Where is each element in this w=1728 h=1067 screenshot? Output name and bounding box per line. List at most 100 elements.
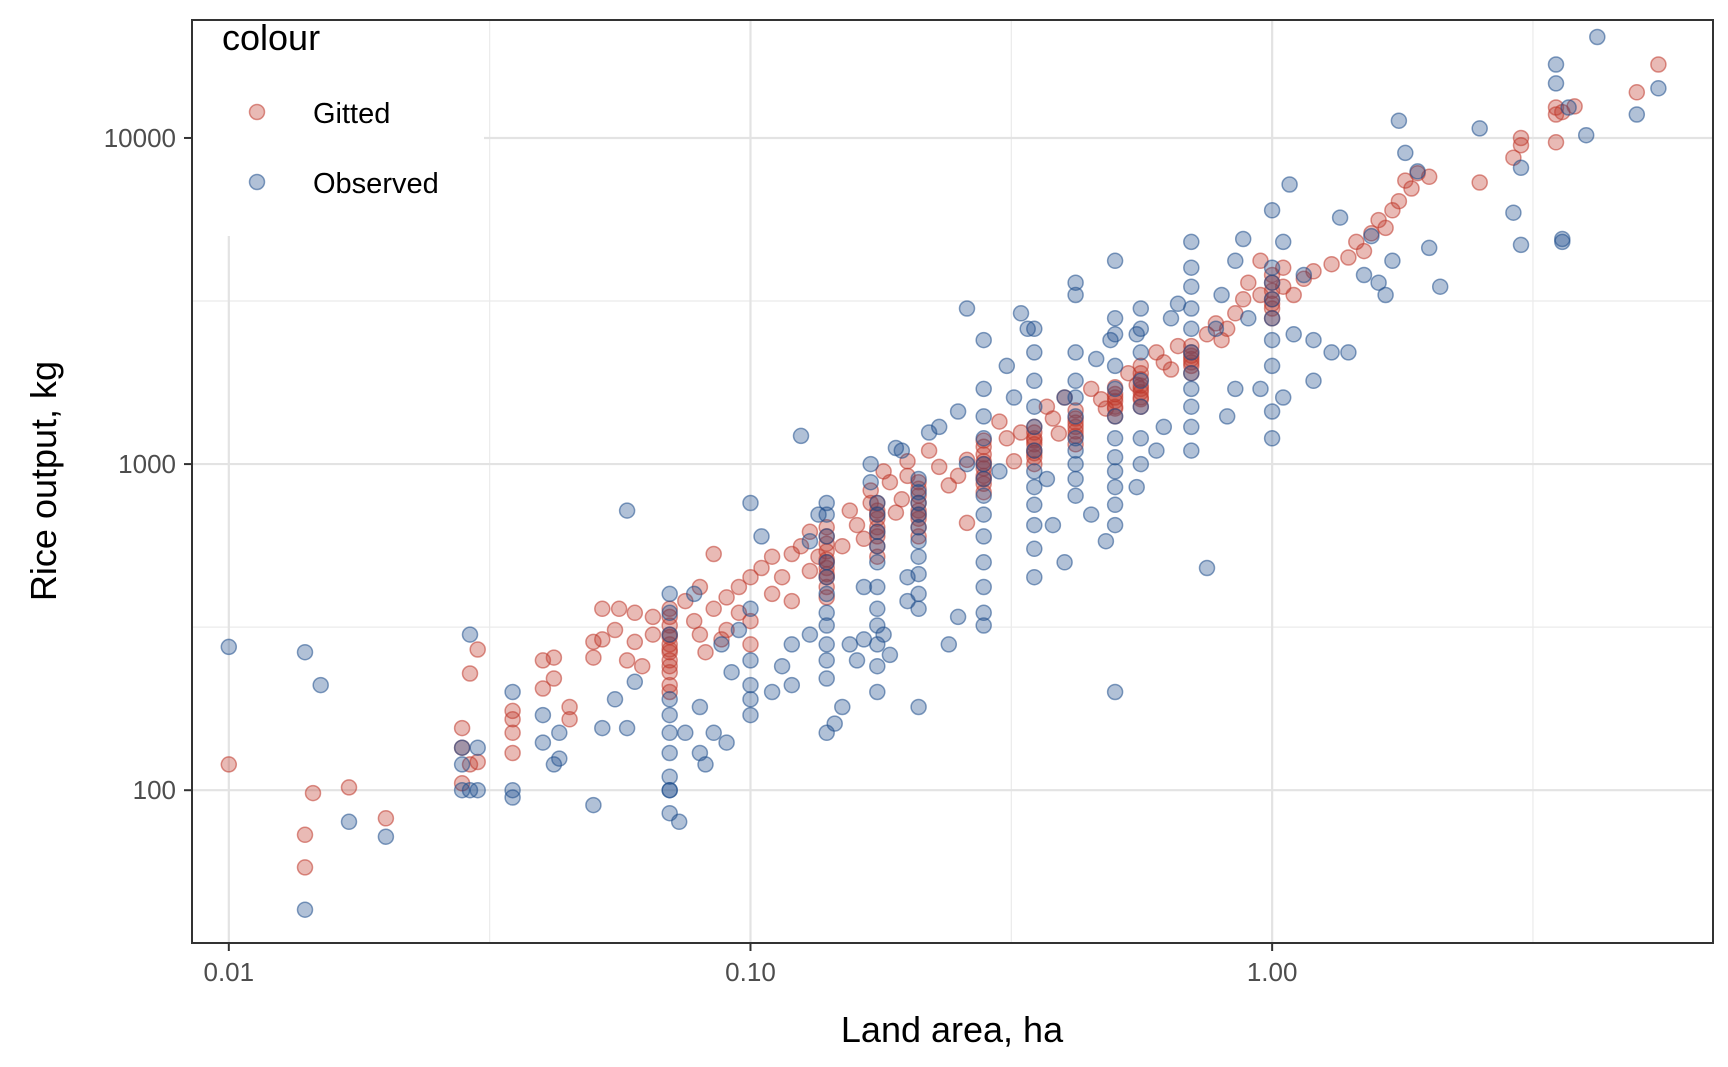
- x-axis-ticks: 0.01 0.10 1.00: [204, 943, 1297, 987]
- point-gitted: [1240, 274, 1257, 291]
- point-observed: [1305, 372, 1322, 390]
- point-observed: [1240, 310, 1257, 327]
- point-observed: [730, 621, 748, 639]
- point-gitted: [504, 711, 521, 728]
- point-observed: [975, 578, 992, 596]
- point-gitted: [606, 621, 624, 639]
- point-gitted: [1044, 410, 1062, 427]
- point-gitted: [1285, 286, 1302, 304]
- point-gitted: [1547, 134, 1565, 151]
- point-observed: [834, 698, 851, 716]
- point-observed: [975, 487, 992, 504]
- point-observed: [1183, 380, 1200, 398]
- point-gitted: [1628, 84, 1646, 101]
- point-observed: [742, 676, 759, 694]
- point-observed: [818, 528, 835, 545]
- point-gitted: [1050, 425, 1068, 442]
- point-observed: [773, 657, 791, 675]
- point-gitted: [862, 482, 879, 499]
- point-observed: [1183, 300, 1200, 317]
- point-observed: [1082, 506, 1100, 523]
- point-observed: [1263, 259, 1281, 276]
- point-observed: [862, 455, 879, 473]
- point-observed: [910, 506, 927, 523]
- point-observed: [594, 719, 611, 737]
- point-observed: [1323, 344, 1340, 361]
- point-gitted: [834, 537, 851, 555]
- point-observed: [1106, 516, 1124, 534]
- point-gitted: [618, 652, 636, 669]
- point-observed: [1132, 372, 1150, 390]
- point-gitted: [855, 530, 873, 548]
- point-gitted: [1067, 402, 1084, 419]
- point-observed: [1106, 408, 1124, 425]
- point-gitted: [1092, 391, 1110, 408]
- point-observed: [975, 470, 992, 488]
- point-gitted: [792, 537, 810, 555]
- point-observed: [1305, 331, 1322, 349]
- point-observed: [661, 724, 678, 742]
- point-gitted: [718, 589, 735, 606]
- point-observed: [975, 331, 992, 349]
- point-observed: [1038, 470, 1056, 488]
- legend-key-observed: [248, 173, 266, 191]
- point-gitted: [1355, 242, 1373, 260]
- point-observed: [818, 506, 835, 523]
- point-observed: [1132, 398, 1150, 415]
- point-gitted: [881, 473, 899, 491]
- point-observed: [848, 652, 866, 669]
- point-observed: [1132, 344, 1150, 361]
- point-observed: [1067, 442, 1084, 459]
- point-gitted: [1377, 219, 1394, 237]
- point-observed: [801, 532, 819, 550]
- point-observed: [1132, 455, 1150, 473]
- point-gitted: [1340, 249, 1357, 266]
- point-observed: [1106, 448, 1124, 466]
- point-observed: [1026, 568, 1043, 586]
- point-observed: [975, 528, 992, 545]
- point-gitted: [296, 859, 314, 876]
- point-gitted: [1162, 361, 1180, 378]
- point-gitted: [504, 744, 521, 762]
- point-observed: [975, 380, 992, 398]
- point-gitted: [626, 633, 644, 651]
- legend-background: [188, 8, 484, 236]
- point-gitted: [742, 568, 759, 586]
- point-observed: [1420, 239, 1438, 257]
- legend-title: colour: [222, 17, 320, 58]
- point-gitted: [930, 458, 948, 476]
- point-gitted: [1323, 255, 1340, 273]
- point-observed: [1005, 389, 1023, 406]
- point-observed: [340, 813, 358, 831]
- point-gitted: [304, 784, 322, 802]
- point-gitted: [818, 559, 835, 577]
- point-observed: [1390, 112, 1408, 129]
- point-observed: [1263, 202, 1281, 219]
- point-gitted: [991, 413, 1008, 430]
- point-observed: [534, 706, 552, 724]
- point-observed: [677, 724, 694, 742]
- point-observed: [975, 430, 992, 447]
- point-gitted: [763, 585, 781, 603]
- point-gitted: [585, 649, 602, 666]
- point-observed: [661, 585, 678, 603]
- point-observed: [1132, 430, 1150, 447]
- point-observed: [1162, 310, 1180, 327]
- point-observed: [691, 698, 709, 716]
- point-observed: [469, 739, 486, 756]
- point-observed: [1285, 326, 1302, 343]
- point-gitted: [504, 702, 521, 720]
- point-observed: [504, 683, 521, 701]
- point-observed: [910, 470, 927, 488]
- point-observed: [1281, 176, 1298, 193]
- point-gitted: [561, 698, 578, 716]
- point-observed: [661, 781, 678, 799]
- point-observed: [940, 636, 958, 653]
- point-observed: [1183, 364, 1200, 382]
- point-observed: [869, 523, 886, 541]
- y-tick-label: 1000: [118, 449, 176, 479]
- point-observed: [1067, 430, 1084, 447]
- point-observed: [1263, 430, 1281, 447]
- point-observed: [1087, 350, 1105, 368]
- point-observed: [1213, 286, 1230, 304]
